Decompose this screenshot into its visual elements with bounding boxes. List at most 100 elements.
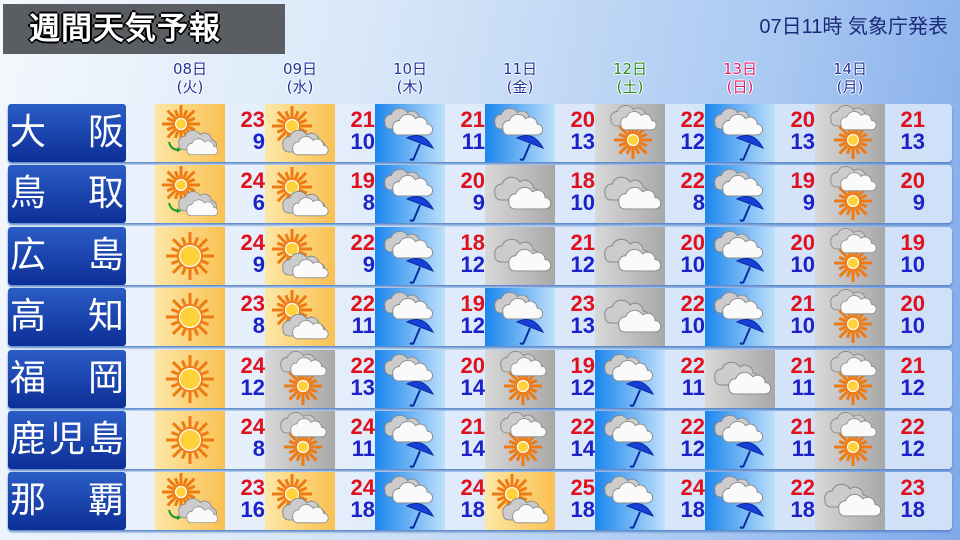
low-temp: 9 xyxy=(802,190,815,216)
low-temp: 13 xyxy=(900,129,925,154)
temperature: 24 9 xyxy=(225,229,265,277)
high-temp: 22 xyxy=(680,414,705,439)
date-weekday: (土) xyxy=(616,78,644,96)
date-day: 14日 xyxy=(832,60,868,78)
low-temp: 9 xyxy=(252,251,265,277)
temperature: 21 12 xyxy=(885,352,925,400)
high-temp: 21 xyxy=(790,414,815,439)
temperature: 24 18 xyxy=(445,477,485,521)
high-temp: 19 xyxy=(790,168,815,194)
sun-later-cloud-icon xyxy=(155,104,225,162)
rain-icon xyxy=(485,288,555,347)
cloud-sun-icon xyxy=(265,349,335,408)
rain-icon xyxy=(375,472,445,531)
temperature: 21 10 xyxy=(335,109,375,153)
high-temp: 23 xyxy=(240,475,265,501)
rain-icon xyxy=(595,472,665,531)
cloud-icon xyxy=(815,472,885,531)
rain-icon xyxy=(705,411,775,469)
city-name: 福岡 xyxy=(8,349,126,408)
high-temp: 23 xyxy=(570,291,595,317)
issued-time: 07日11時 気象庁発表 xyxy=(759,16,948,38)
high-temp: 20 xyxy=(460,352,485,378)
high-temp: 24 xyxy=(350,475,375,501)
low-temp: 10 xyxy=(680,313,705,339)
cloud-sun-icon xyxy=(265,411,335,469)
temperature: 22 11 xyxy=(665,354,705,399)
low-temp: 18 xyxy=(350,497,375,523)
temperature: 20 10 xyxy=(885,293,925,337)
low-temp: 12 xyxy=(900,374,925,400)
temperature: 21 11 xyxy=(775,416,815,460)
forecast-row: 広島 24 9 22 9 18 12 21 12 20 10 20 10 19 10 xyxy=(8,226,952,285)
low-temp: 14 xyxy=(570,436,595,461)
city-name: 那覇 xyxy=(8,472,126,531)
high-temp: 21 xyxy=(900,107,925,132)
high-temp: 20 xyxy=(790,107,815,132)
high-temp: 23 xyxy=(240,107,265,132)
high-temp: 21 xyxy=(900,352,925,378)
cloud-icon xyxy=(485,226,555,285)
high-temp: 22 xyxy=(570,414,595,439)
high-temp: 20 xyxy=(680,229,705,255)
temperature: 19 8 xyxy=(335,170,375,214)
low-temp: 10 xyxy=(350,129,375,154)
temperature: 24 8 xyxy=(225,416,265,460)
low-temp: 8 xyxy=(362,190,375,216)
city-name: 広島 xyxy=(8,226,126,285)
cloud-sun-icon xyxy=(815,104,885,162)
date-weekday: (水) xyxy=(286,78,314,96)
temperature: 22 13 xyxy=(335,354,375,399)
temperature: 21 14 xyxy=(445,416,485,460)
low-temp: 12 xyxy=(460,313,485,339)
rain-icon xyxy=(705,472,775,531)
date-weekday: (日) xyxy=(726,78,754,96)
low-temp: 13 xyxy=(570,129,595,154)
high-temp: 24 xyxy=(240,229,265,255)
date-day: 08日 xyxy=(172,60,208,78)
low-temp: 12 xyxy=(900,436,925,461)
temperature: 20 13 xyxy=(555,109,595,153)
low-temp: 18 xyxy=(460,497,485,523)
temperature: 20 9 xyxy=(885,170,925,214)
low-temp: 8 xyxy=(252,313,265,339)
high-temp: 21 xyxy=(790,352,815,378)
sun-icon xyxy=(155,349,225,408)
high-temp: 21 xyxy=(790,291,815,317)
high-temp: 22 xyxy=(350,291,375,317)
temperature: 23 18 xyxy=(885,477,925,521)
rain-icon xyxy=(375,104,445,162)
date-weekday: (月) xyxy=(836,78,864,96)
cloud-sun-icon xyxy=(595,104,665,162)
high-temp: 20 xyxy=(790,229,815,255)
sun-cloud-icon xyxy=(265,226,335,285)
low-temp: 9 xyxy=(252,129,265,154)
high-temp: 19 xyxy=(350,168,375,194)
high-temp: 21 xyxy=(460,414,485,439)
temperature: 22 11 xyxy=(335,293,375,337)
page-title: 週間天気予報 xyxy=(3,4,285,54)
temperature: 24 18 xyxy=(335,477,375,521)
temperature: 24 12 xyxy=(225,354,265,399)
low-temp: 10 xyxy=(680,251,705,277)
temperature: 22 10 xyxy=(665,293,705,337)
date-label: 10日 (木) xyxy=(375,60,445,96)
temperature: 24 18 xyxy=(665,477,705,521)
temperature: 19 10 xyxy=(885,231,925,276)
low-temp: 18 xyxy=(900,497,925,523)
temperature: 23 16 xyxy=(225,477,265,521)
sun-icon xyxy=(155,288,225,347)
cloud-sun-icon xyxy=(815,288,885,347)
high-temp: 22 xyxy=(680,291,705,317)
high-temp: 21 xyxy=(350,107,375,132)
date-label: 08日 (火) xyxy=(155,60,225,96)
cloud-sun-icon xyxy=(815,349,885,408)
date-label: 11日 (金) xyxy=(485,60,555,96)
low-temp: 11 xyxy=(351,436,375,461)
temperature: 18 12 xyxy=(445,231,485,276)
rain-icon xyxy=(375,226,445,285)
date-label: 14日 (月) xyxy=(815,60,885,96)
sun-cloud-icon xyxy=(485,472,555,531)
forecast-row: 鹿児島 24 8 24 11 21 14 22 14 22 12 21 11 22 12 xyxy=(8,411,952,469)
cloud-sun-icon xyxy=(815,411,885,469)
